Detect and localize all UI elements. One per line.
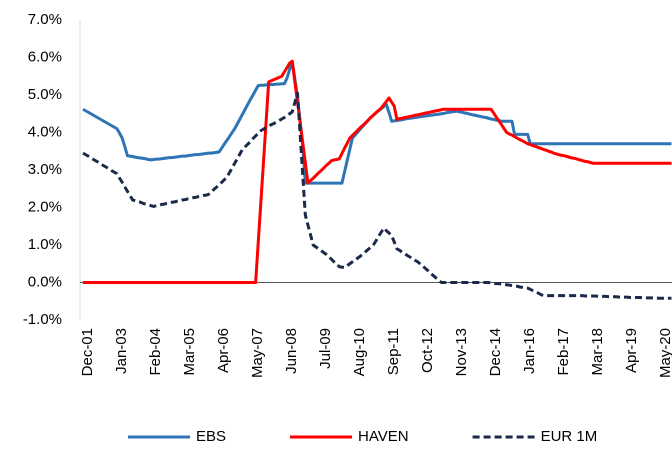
x-tick-label: Jan-03 [113, 328, 130, 374]
y-tick-label: -1.0% [23, 311, 62, 328]
legend-label: HAVEN [358, 428, 409, 445]
x-tick-label: Jul-09 [317, 328, 334, 369]
x-tick-label: Feb-04 [147, 328, 164, 376]
x-tick-label: Jun-08 [283, 328, 300, 374]
y-tick-label: 6.0% [28, 48, 62, 65]
y-tick-label: 1.0% [28, 236, 62, 253]
x-tick-label: Oct-12 [419, 328, 436, 373]
y-tick-label: 7.0% [28, 11, 62, 28]
x-tick-label: May-07 [249, 328, 266, 378]
y-tick-label: 5.0% [28, 86, 62, 103]
x-tick-label: Sep-11 [385, 328, 402, 375]
x-tick-label: Dec-14 [487, 328, 504, 376]
y-tick-label: 2.0% [28, 198, 62, 215]
y-tick-label: 3.0% [28, 161, 62, 178]
y-tick-label: 4.0% [28, 123, 62, 140]
legend-label: EBS [196, 428, 226, 445]
line-series [82, 59, 672, 185]
x-tick-label: Jan-16 [521, 328, 538, 374]
x-tick-label: Nov-13 [453, 328, 470, 376]
x-tick-label: Aug-10 [351, 328, 368, 376]
legend-label: EUR 1M [541, 428, 598, 445]
line-series [82, 91, 672, 300]
line-series [83, 59, 672, 284]
x-tick-label: Apr-19 [623, 328, 640, 373]
x-tick-label: Apr-06 [215, 328, 232, 373]
x-tick-label: Mar-05 [181, 328, 198, 376]
x-tick-label: Feb-17 [555, 328, 572, 376]
x-tick-label: May-20 [657, 328, 672, 378]
x-tick-label: Mar-18 [589, 328, 606, 376]
y-tick-label: 0.0% [28, 273, 62, 290]
x-tick-label: Dec-01 [79, 328, 96, 376]
